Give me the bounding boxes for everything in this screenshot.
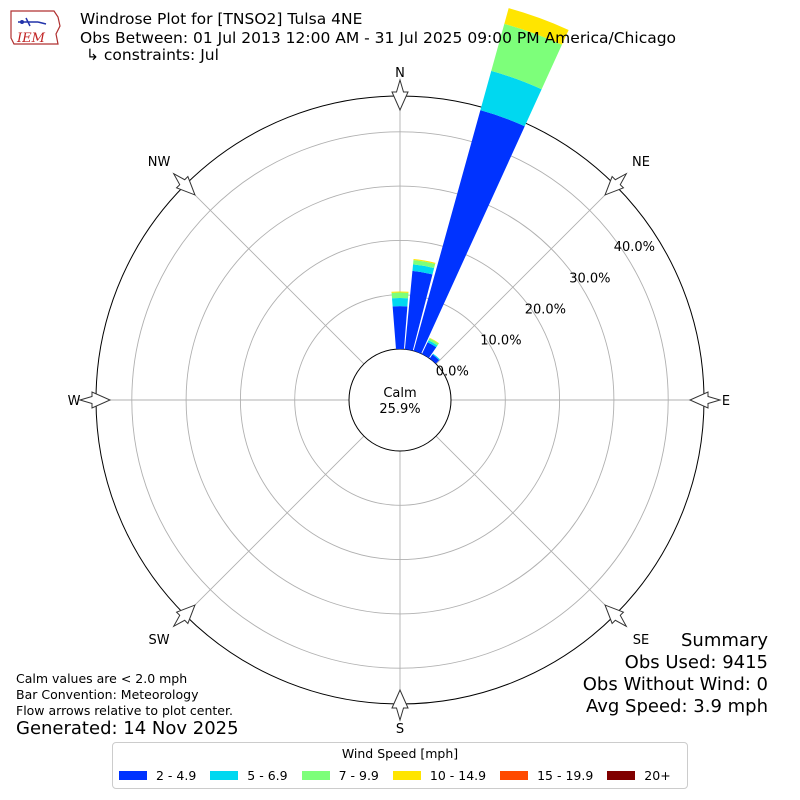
flow-arrow-icon xyxy=(604,172,628,196)
summary-obs-used: Obs Used: 9415 xyxy=(624,652,768,673)
chart-labels: N NE E SE S SW W NW 0.0% 10.0% 20.0% 30.0% 40.0% Calm… xyxy=(68,66,731,737)
calm-note: Calm values are < 2.0 mph xyxy=(16,671,188,686)
legend-item: 7 - 9.9 xyxy=(301,768,379,783)
legend-item: 15 - 19.9 xyxy=(500,768,593,783)
legend-label: 5 - 6.9 xyxy=(247,768,288,783)
legend-swatch xyxy=(301,771,330,780)
legend-item: 5 - 6.9 xyxy=(210,768,288,783)
grid-spoke xyxy=(184,435,365,616)
constraints-line: ↳ constraints: Jul xyxy=(86,46,219,64)
wind-bar-segment xyxy=(391,291,409,293)
legend-swatch xyxy=(392,771,421,780)
compass-label-w: W xyxy=(68,394,81,409)
flow-arrow-icon xyxy=(172,604,196,628)
summary-obs-without-wind: Obs Without Wind: 0 xyxy=(582,674,768,695)
calm-value: 25.9% xyxy=(379,402,420,417)
grid-spoke xyxy=(184,184,365,365)
grid-spoke xyxy=(435,184,616,365)
wind-bar-segment xyxy=(413,260,436,269)
legend-label: 15 - 19.9 xyxy=(537,768,594,783)
calm-label: Calm xyxy=(383,386,416,401)
summary-avg-speed: Avg Speed: 3.9 mph xyxy=(586,696,768,717)
wind-bar-segment xyxy=(491,23,562,90)
flow-arrow-icon xyxy=(604,604,628,628)
legend-swatch xyxy=(607,771,636,780)
wind-bar-segment xyxy=(432,353,440,361)
wind-bar-segment xyxy=(391,292,409,299)
legend-label: 7 - 9.9 xyxy=(338,768,379,783)
flow-arrow-icon xyxy=(172,172,196,196)
legend-swatch xyxy=(210,771,239,780)
wind-bar-segment xyxy=(429,354,440,364)
legend-title: Wind Speed [mph] xyxy=(341,746,459,761)
grid-ring xyxy=(131,131,669,669)
legend-items: 2 - 4.9 5 - 6.9 7 - 9.9 10 - 14.9 15 - 1… xyxy=(119,768,671,783)
summary-heading: Summary xyxy=(681,630,768,651)
grid-ring xyxy=(239,239,561,561)
radial-tick-label: 10.0% xyxy=(480,334,521,349)
compass-label-nw: NW xyxy=(148,155,171,170)
flow-arrow-icon xyxy=(391,78,409,112)
wind-bar-segment xyxy=(429,337,440,344)
wind-bar-segment xyxy=(413,110,525,354)
wind-bar-segment xyxy=(413,258,436,264)
wind-bar-segment xyxy=(404,270,433,351)
iowa-outline-icon: IEM xyxy=(10,10,61,46)
legend: Wind Speed [mph] 2 - 4.9 5 - 6.9 7 - 9.9… xyxy=(112,742,688,789)
wind-bar-segment xyxy=(504,8,569,45)
legend-swatch xyxy=(500,771,529,780)
flow-arrows-note: Flow arrows relative to plot center. xyxy=(16,703,233,718)
wind-bar-segment xyxy=(391,297,409,307)
compass-label-ne: NE xyxy=(632,155,650,170)
grid-spoke xyxy=(435,435,616,616)
wind-bar-segment xyxy=(428,338,439,346)
flow-arrows xyxy=(78,78,722,722)
grid-ring xyxy=(185,185,615,615)
chart-subtitle: Obs Between: 01 Jul 2013 12:00 AM - 31 J… xyxy=(80,29,677,47)
radial-tick-label: 20.0% xyxy=(525,302,566,317)
flow-arrow-icon xyxy=(391,688,409,722)
wind-bar-segment xyxy=(392,306,408,350)
compass-label-e: E xyxy=(722,394,730,409)
radial-tick-label: 40.0% xyxy=(614,240,655,255)
wind-bar-segment xyxy=(480,70,542,127)
compass-label-s: S xyxy=(396,722,404,737)
legend-label: 20+ xyxy=(644,768,671,783)
legend-item: 10 - 14.9 xyxy=(392,768,487,783)
bar-convention-note: Bar Convention: Meteorology xyxy=(16,687,199,702)
compass-label-se: SE xyxy=(633,633,649,648)
compass-label-n: N xyxy=(395,66,405,81)
generated-date: Generated: 14 Nov 2025 xyxy=(16,718,239,739)
wind-bar-segment xyxy=(412,264,435,275)
chart-bars xyxy=(391,8,569,364)
wind-bar-segment xyxy=(427,340,438,348)
legend-swatch xyxy=(119,771,147,780)
legend-item: 2 - 4.9 xyxy=(119,768,196,783)
chart-title: Windrose Plot for [TNSO2] Tulsa 4NE xyxy=(80,10,363,28)
radial-tick-label: 0.0% xyxy=(436,365,469,380)
radial-tick-label: 30.0% xyxy=(569,271,610,286)
legend-label: 10 - 14.9 xyxy=(429,768,487,783)
flow-arrow-icon xyxy=(78,391,112,409)
flow-arrow-icon xyxy=(688,391,722,409)
compass-label-sw: SW xyxy=(148,633,169,648)
iem-logo: IEM xyxy=(8,8,62,48)
wind-bar-segment xyxy=(421,342,437,358)
legend-item: 20+ xyxy=(607,768,671,783)
logo-text: IEM xyxy=(16,31,46,46)
legend-label: 2 - 4.9 xyxy=(156,768,197,783)
